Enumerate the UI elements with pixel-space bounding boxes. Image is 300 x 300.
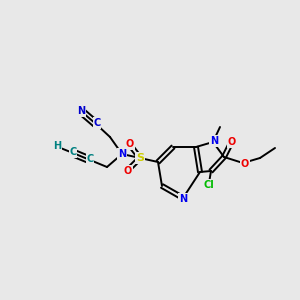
Text: Cl: Cl: [204, 180, 214, 190]
Text: O: O: [228, 137, 236, 147]
Text: N: N: [77, 106, 85, 116]
Text: O: O: [124, 166, 132, 176]
Text: C: C: [69, 147, 76, 157]
Text: N: N: [118, 149, 126, 159]
Text: H: H: [53, 141, 61, 151]
Text: C: C: [93, 118, 100, 128]
Text: N: N: [210, 136, 218, 146]
Text: O: O: [241, 159, 249, 169]
Text: C: C: [86, 154, 94, 164]
Text: O: O: [126, 139, 134, 149]
Text: N: N: [179, 194, 187, 204]
Text: S: S: [136, 153, 144, 163]
